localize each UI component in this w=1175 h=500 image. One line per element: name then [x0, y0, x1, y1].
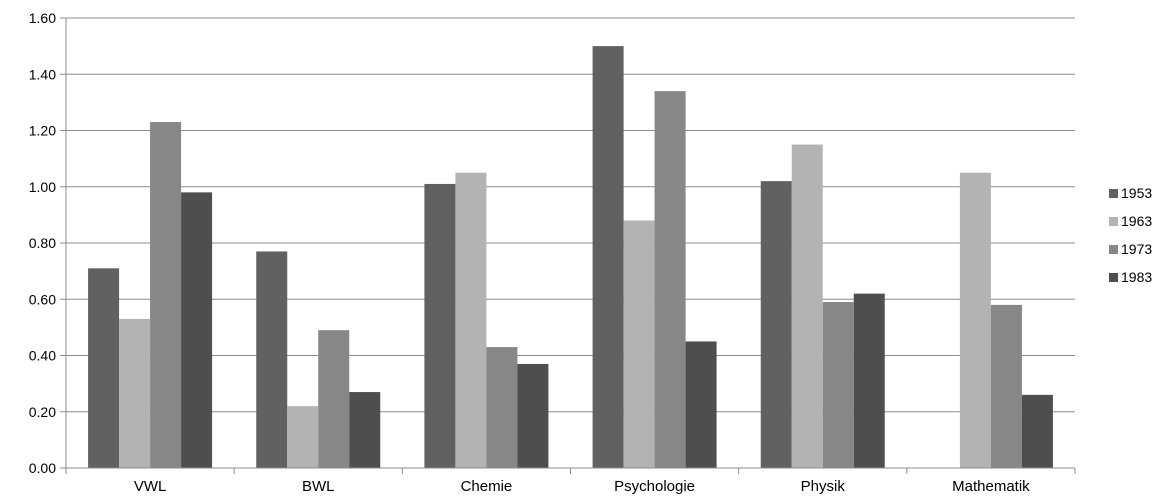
- bar-1963-mathematik: [959, 172, 991, 468]
- bar-1983-vwl: [181, 192, 213, 468]
- y-tick-label: 0.40: [29, 348, 56, 364]
- x-category-label: Physik: [801, 478, 846, 495]
- legend-label-1953: 1953: [1121, 185, 1152, 201]
- axes: 0.00 0.20 0.40 0.60 0.80 1.00 1.20 1.40 1.60 VWL B…: [29, 10, 1076, 495]
- y-tick-label: 0.80: [29, 235, 56, 251]
- bar-1953-psychologie: [592, 46, 624, 468]
- legend-label-1973: 1973: [1121, 241, 1152, 257]
- x-category-label: Psychologie: [614, 478, 695, 495]
- bar-1963-psychologie: [623, 220, 655, 468]
- bar-1953-physik: [760, 181, 792, 468]
- legend-label-1983: 1983: [1121, 269, 1152, 285]
- x-category-label: VWL: [134, 478, 167, 495]
- bar-1953-bwl: [256, 251, 288, 468]
- y-tick-label: 1.40: [29, 66, 56, 82]
- bar-1983-psychologie: [685, 341, 717, 468]
- bar-1973-bwl: [318, 330, 350, 468]
- bar-1963-vwl: [119, 318, 151, 468]
- bar-1983-chemie: [517, 363, 549, 468]
- legend: 1953 1963 1973 1983: [1109, 185, 1152, 285]
- bar-1983-physik: [853, 293, 885, 468]
- legend-swatch-1963: [1109, 217, 1118, 226]
- bar-1963-bwl: [287, 406, 319, 468]
- bar-1983-bwl: [349, 392, 381, 468]
- x-category-label: Mathematik: [952, 478, 1030, 495]
- legend-swatch-1973: [1109, 245, 1118, 254]
- bar-1963-chemie: [455, 172, 487, 468]
- y-tick-label: 0.60: [29, 291, 56, 307]
- x-category-label: Chemie: [461, 478, 513, 495]
- bar-1973-vwl: [150, 122, 182, 468]
- bar-1973-mathematik: [990, 304, 1022, 468]
- bar-1953-chemie: [424, 183, 456, 468]
- y-tick-label: 0.00: [29, 460, 56, 476]
- bar-1953-vwl: [88, 268, 120, 468]
- y-tick-label: 0.20: [29, 404, 56, 420]
- legend-swatch-1953: [1109, 189, 1118, 198]
- x-category-label: BWL: [302, 478, 335, 495]
- y-tick-label: 1.00: [29, 179, 56, 195]
- y-tick-label: 1.20: [29, 123, 56, 139]
- bar-1963-physik: [791, 144, 823, 468]
- y-tick-label: 1.60: [29, 10, 56, 26]
- bars: [88, 46, 1053, 468]
- gridlines: [66, 17, 1075, 413]
- legend-swatch-1983: [1109, 273, 1118, 282]
- bar-1973-physik: [822, 302, 854, 468]
- bar-1973-psychologie: [654, 91, 686, 468]
- bar-1983-mathematik: [1021, 394, 1053, 468]
- legend-label-1963: 1963: [1121, 213, 1152, 229]
- bar-1973-chemie: [486, 347, 518, 468]
